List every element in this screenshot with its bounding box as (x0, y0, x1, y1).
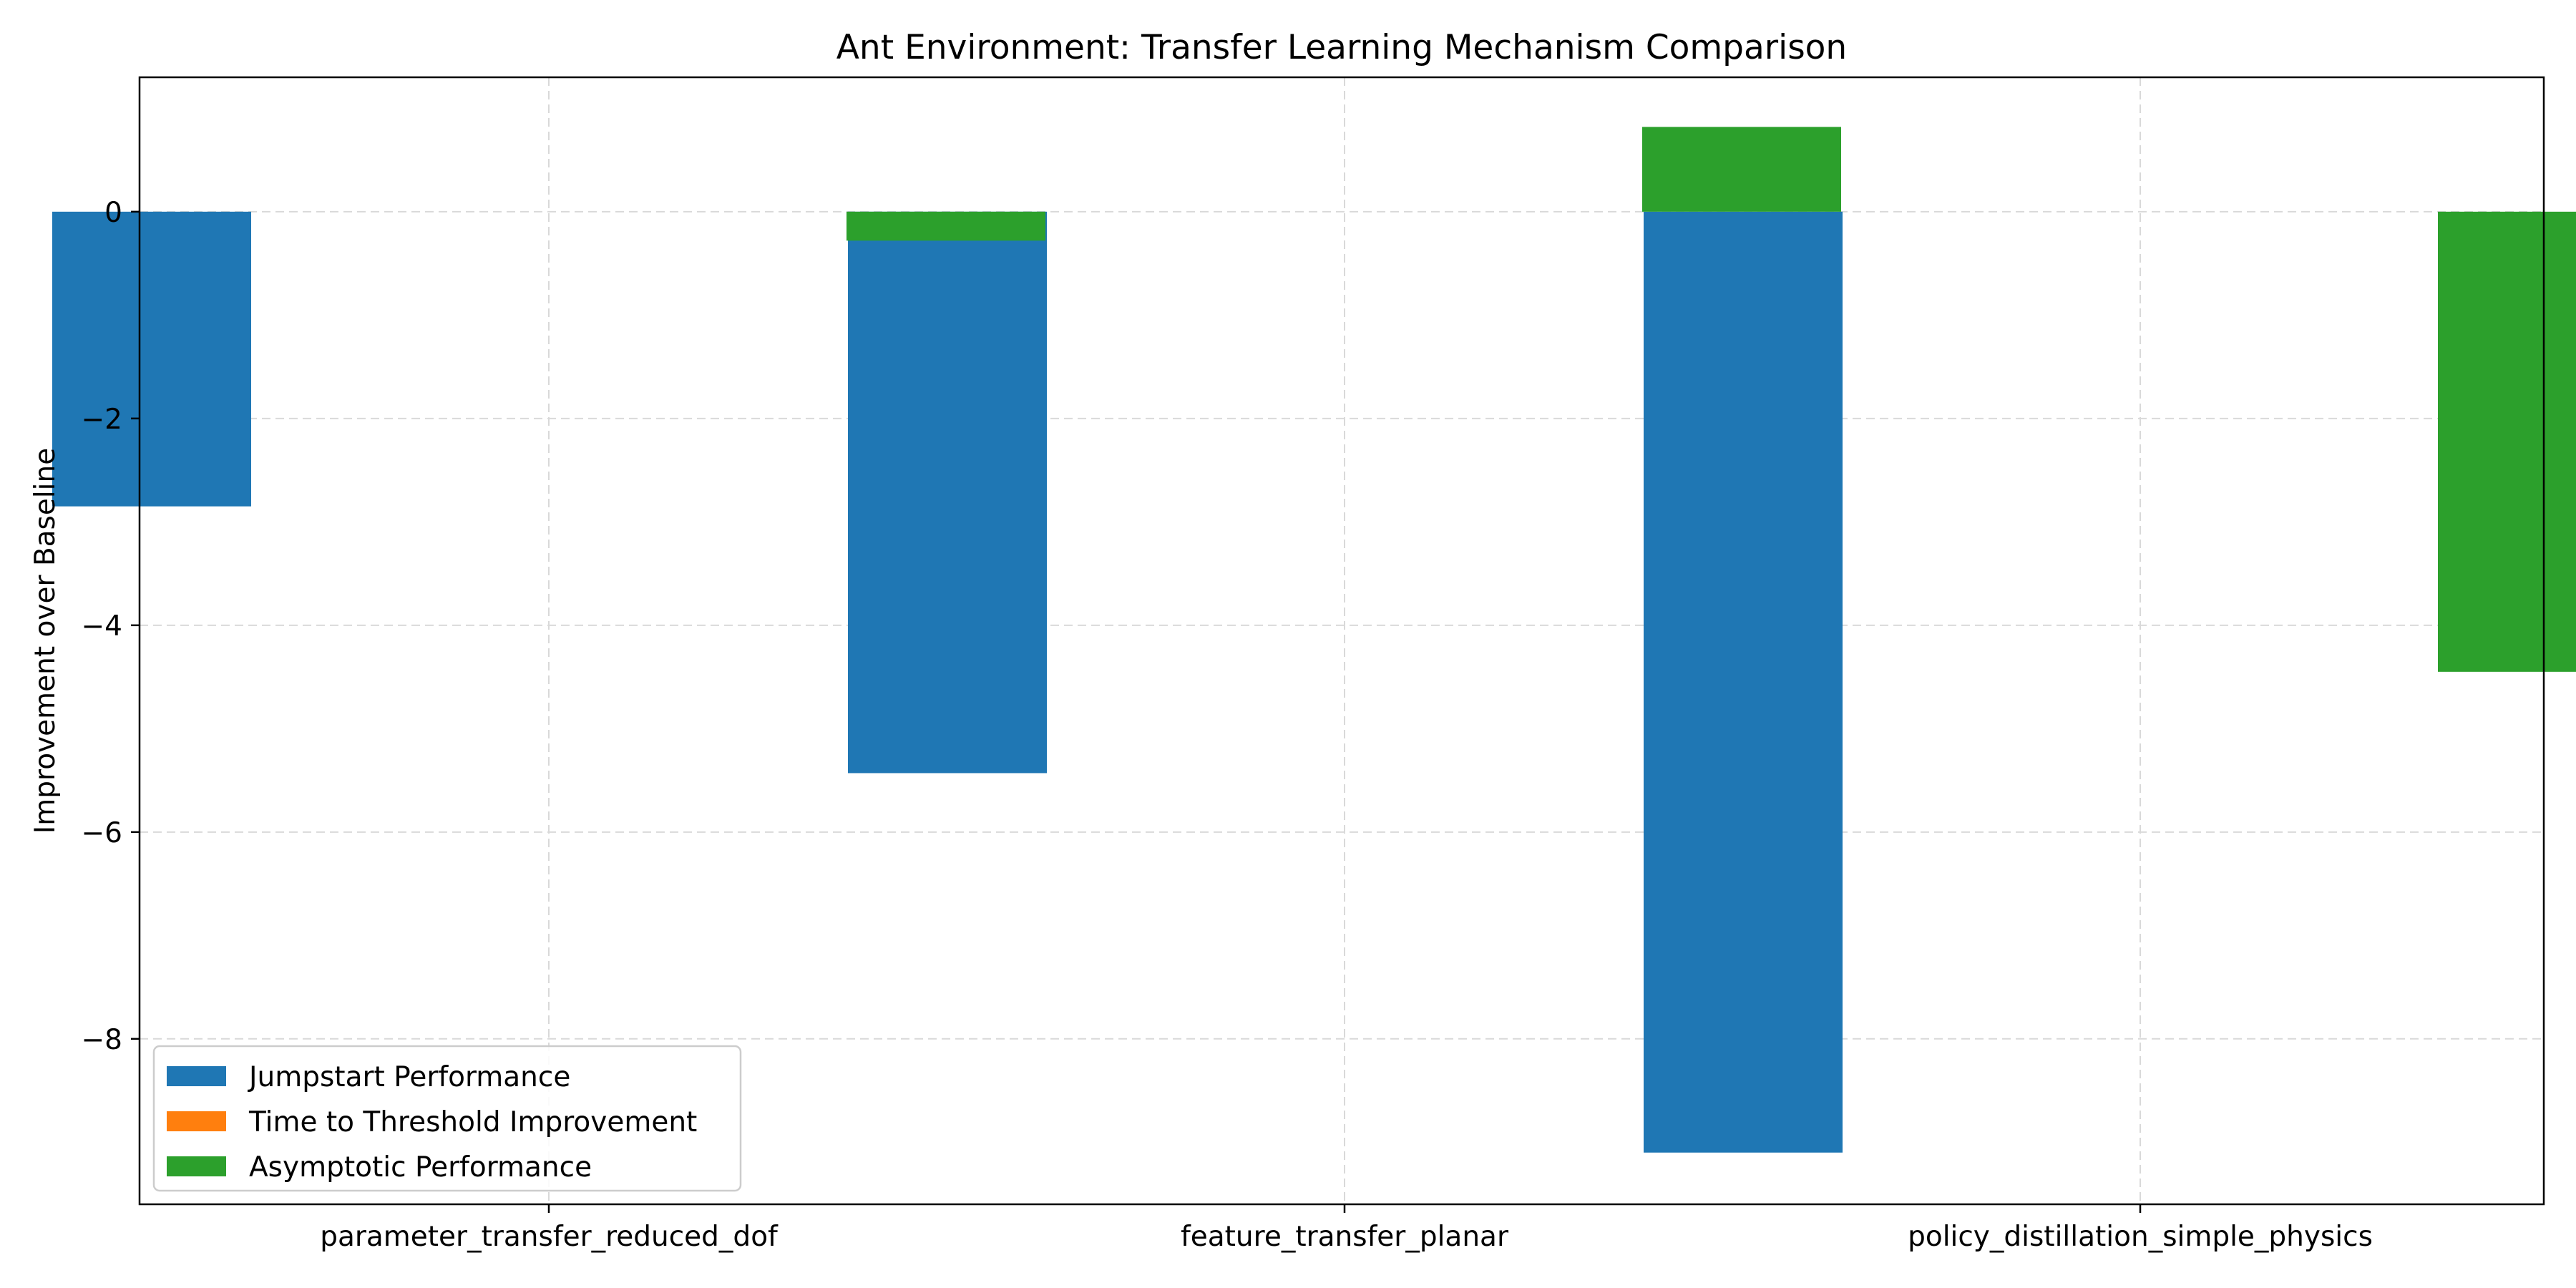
legend-swatch (167, 1156, 226, 1176)
legend: Jumpstart Performance Time to Threshold I… (152, 1045, 742, 1192)
bar-asymptotic-performance-policy_distillation_simple_physics (2438, 211, 2576, 672)
x-tick-label: parameter_transfer_reduced_dof (320, 1221, 779, 1253)
x-tick-label: feature_transfer_planar (1181, 1221, 1509, 1253)
grid-lines (140, 77, 2544, 1204)
axis-ticks: 0 −2 −4 −6 −8 parameter_transfer_reduced_dof f… (82, 197, 2373, 1253)
x-tick-label: policy_distillation_simple_physics (1908, 1221, 2373, 1253)
y-tick-label: 0 (104, 197, 122, 229)
legend-swatch (167, 1111, 226, 1131)
chart-title: Ant Environment: Transfer Learning Mecha… (836, 28, 1847, 67)
legend-box (152, 1045, 742, 1192)
bars (52, 127, 2576, 1153)
legend-swatch (167, 1066, 226, 1086)
bar-asymptotic-performance-feature_transfer_planar (1642, 127, 1841, 212)
y-axis-label: Improvement over Baseline (29, 448, 62, 834)
legend-label: Jumpstart Performance (247, 1061, 570, 1093)
y-tick-label: −6 (82, 817, 123, 849)
bar-jumpstart-performance-policy_distillation_simple_physics (1644, 211, 1843, 1153)
legend-label: Time to Threshold Improvement (248, 1106, 697, 1138)
bar-jumpstart-performance-feature_transfer_planar (848, 211, 1047, 774)
bar-jumpstart-performance-parameter_transfer_reduced_dof (52, 211, 251, 507)
y-tick-label: −4 (82, 610, 123, 643)
plot-frame (138, 76, 2545, 1206)
y-tick-label: −8 (82, 1024, 123, 1056)
legend-label: Asymptotic Performance (249, 1151, 592, 1184)
bar-asymptotic-performance-parameter_transfer_reduced_dof (847, 211, 1045, 241)
y-tick-label: −2 (82, 404, 123, 436)
